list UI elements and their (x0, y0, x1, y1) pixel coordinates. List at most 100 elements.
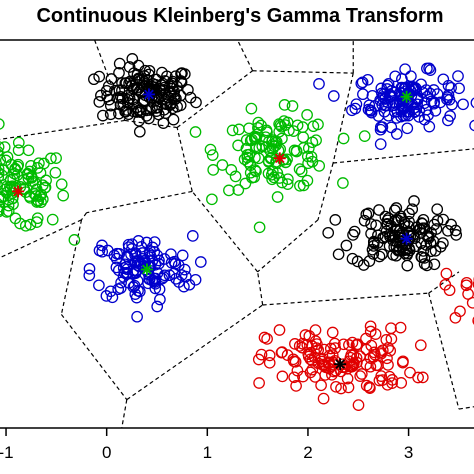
data-point-green (0, 141, 5, 153)
data-point-blue (131, 310, 143, 323)
data-point-blue (148, 236, 161, 248)
data-point-green (358, 130, 371, 142)
data-point-black (346, 252, 359, 265)
data-point-red (341, 372, 354, 385)
data-point-red (290, 380, 302, 392)
data-point-black (184, 91, 197, 104)
data-point-black (348, 225, 361, 238)
data-point-green (283, 124, 295, 137)
data-point-green (307, 120, 320, 133)
data-point-blue (396, 73, 408, 85)
data-point-blue (142, 277, 154, 290)
data-point-blue (374, 138, 387, 150)
data-point-green (337, 177, 349, 189)
voronoi-edge (86, 190, 193, 214)
data-point-green (216, 159, 229, 171)
data-point-blue (390, 112, 403, 124)
data-point-blue (148, 275, 160, 287)
data-point-black (430, 223, 443, 235)
data-point-black (104, 99, 117, 112)
data-point-green (206, 193, 218, 206)
voronoi-edge (176, 70, 253, 129)
data-point-black (437, 213, 450, 226)
data-point-blue (442, 114, 454, 127)
data-point-black (158, 103, 170, 116)
data-point-black (425, 245, 437, 258)
data-point-red (360, 379, 373, 392)
data-point-green (12, 144, 25, 157)
data-point-black (182, 83, 194, 96)
data-point-black (372, 229, 384, 242)
data-point-blue (96, 245, 109, 258)
data-point-green (232, 184, 245, 196)
data-point-blue (129, 288, 142, 300)
data-point-blue (441, 91, 454, 104)
x-tick-label: -1 (0, 443, 14, 462)
data-point-blue (165, 248, 177, 261)
cluster-centers (12, 88, 413, 371)
data-point-black (113, 84, 126, 97)
data-point-red (395, 377, 408, 389)
data-point-green (238, 153, 251, 166)
data-point-blue (313, 78, 325, 90)
voronoi-edge (458, 406, 474, 410)
data-point-green (223, 184, 235, 197)
data-point-blue (389, 106, 401, 118)
data-point-red (326, 326, 339, 339)
data-point-blue (113, 248, 126, 260)
data-point-green (0, 200, 6, 213)
data-point-black (119, 77, 132, 89)
data-point-black (114, 90, 127, 103)
data-point-green (31, 196, 43, 208)
data-point-blue (382, 109, 395, 122)
data-point-black (371, 237, 384, 249)
center-marker (12, 185, 25, 198)
data-point-blue (401, 122, 414, 135)
voronoi-edge (60, 314, 128, 400)
data-point-blue (112, 283, 125, 296)
data-point-green (4, 174, 17, 186)
data-point-black (116, 92, 129, 105)
voronoi-edge (332, 72, 354, 164)
data-point-black (402, 220, 415, 232)
plot-area (0, 40, 474, 428)
data-point-red (394, 321, 407, 334)
data-point-red (381, 378, 394, 391)
voronoi-edge (252, 70, 354, 74)
data-point-blue (189, 273, 202, 286)
data-point-blue (83, 269, 96, 282)
data-point-blue (457, 98, 469, 111)
data-point-blue (93, 279, 105, 292)
center-marker (400, 90, 413, 103)
voronoi-edge (257, 271, 264, 306)
data-point-red (288, 371, 301, 384)
data-point-green (68, 234, 81, 246)
data-point-green (0, 118, 5, 130)
data-point-blue (406, 98, 419, 111)
data-points (0, 53, 474, 411)
data-point-blue (402, 109, 415, 122)
center-marker (273, 152, 286, 165)
data-point-green (6, 192, 19, 205)
data-point-green (25, 159, 37, 172)
data-point-red (360, 343, 373, 356)
data-point-red (258, 331, 271, 344)
data-point-green (46, 213, 59, 226)
data-point-red (337, 338, 350, 351)
data-point-red (414, 339, 427, 352)
data-point-black (358, 214, 371, 227)
data-point-blue (411, 98, 423, 111)
data-point-red (347, 349, 360, 362)
data-point-green (248, 171, 261, 184)
data-point-blue (144, 249, 157, 262)
data-point-black (119, 105, 132, 118)
data-point-red (449, 311, 462, 324)
data-point-blue (363, 99, 376, 112)
data-point-black (135, 104, 147, 116)
data-point-green (49, 166, 62, 179)
data-point-black (340, 239, 353, 252)
data-point-blue (381, 96, 394, 109)
voronoi-edge (317, 162, 334, 220)
data-point-black (402, 234, 415, 247)
